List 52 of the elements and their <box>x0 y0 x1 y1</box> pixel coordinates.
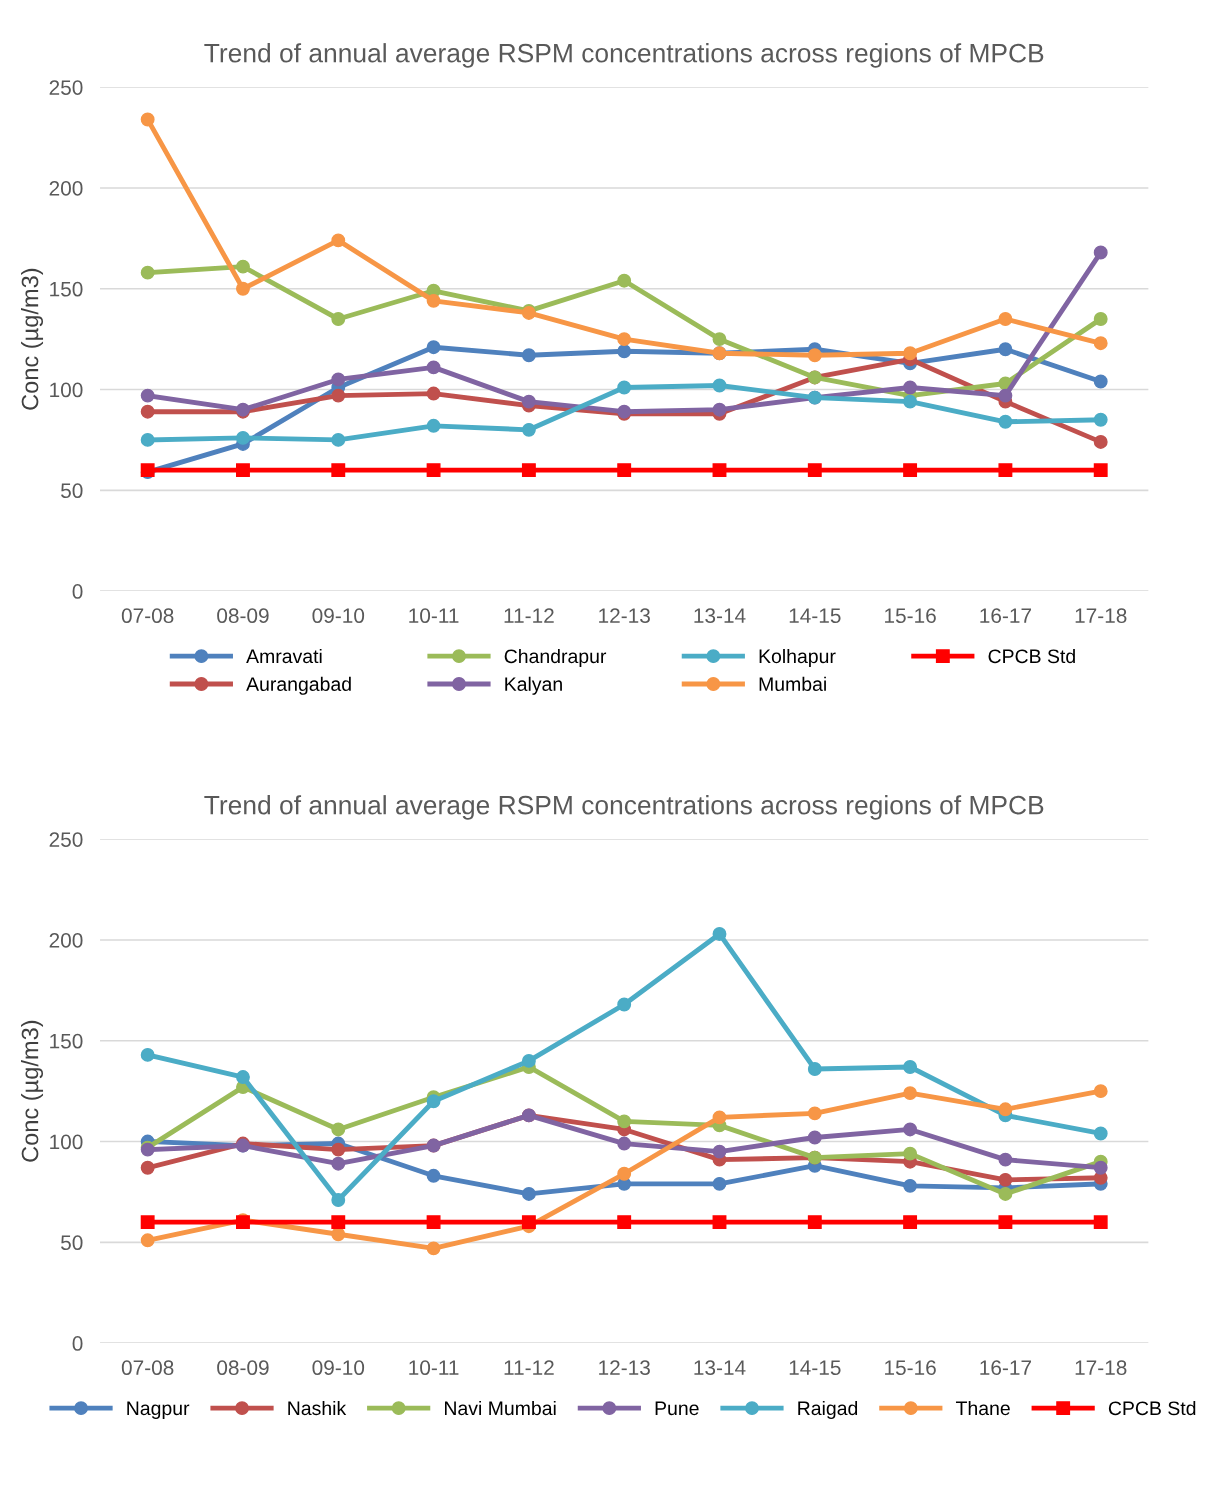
x-tick-label: 13-14 <box>694 1360 746 1376</box>
legend-label: Chandrapur <box>504 648 607 668</box>
chart-title: Trend of annual average RSPM concentrations across regions of MPCB <box>204 795 1044 820</box>
x-tick-label: 12-13 <box>599 608 650 624</box>
y-tick-label: 200 <box>49 933 83 948</box>
x-tick-label: 15-16 <box>885 1360 936 1376</box>
legend-label: Mumbai <box>759 676 826 692</box>
legend-label: Nagpur <box>127 1401 190 1420</box>
legend-label: Thane <box>955 1400 1010 1416</box>
x-tick-label: 14-15 <box>789 1360 841 1376</box>
x-tick-label: 17-18 <box>1075 608 1127 624</box>
y-tick-label: 250 <box>49 80 83 95</box>
legend-label: Aurangabad <box>246 676 351 695</box>
x-tick-label: 17-18 <box>1075 1360 1127 1376</box>
x-tick-label: 12-13 <box>599 1360 650 1376</box>
x-tick-label: 08-09 <box>217 1360 269 1376</box>
y-tick-label: 0 <box>72 584 83 599</box>
legend-label: CPCB Std <box>1108 1400 1196 1416</box>
y-axis-title: Conc (µg/m3) <box>21 1020 44 1162</box>
legend-label: CPCB Std <box>988 648 1075 664</box>
x-tick-label: 15-16 <box>885 608 936 624</box>
x-tick-label: 11-12 <box>504 1360 554 1375</box>
y-tick-label: 50 <box>61 1235 83 1251</box>
y-tick-label: 200 <box>49 181 83 196</box>
x-tick-label: 09-10 <box>312 608 365 624</box>
chart-title: Trend of annual average RSPM concentrations across regions of MPCB <box>204 43 1044 68</box>
legend-label: Navi Mumbai <box>445 1400 556 1416</box>
x-tick-label: 10-11 <box>409 608 459 624</box>
legend-label: Nashik <box>288 1400 347 1416</box>
x-tick-label: 16-17 <box>980 1360 1032 1376</box>
y-tick-label: 0 <box>72 1336 83 1351</box>
legend-label: Pune <box>655 1401 699 1416</box>
x-tick-label: 08-09 <box>217 608 269 624</box>
legend-label: Raigad <box>798 1400 858 1420</box>
x-tick-label: 13-14 <box>694 608 746 624</box>
x-tick-label: 07-08 <box>121 608 174 624</box>
y-axis-title: Conc (µg/m3) <box>21 268 44 410</box>
y-tick-label: 150 <box>50 1033 83 1049</box>
y-tick-label: 100 <box>50 382 83 398</box>
legend-label: Kolhapur <box>759 648 836 668</box>
legend-label: Kalyan <box>505 676 562 695</box>
y-tick-label: 250 <box>49 832 83 847</box>
x-tick-label: 14-15 <box>789 608 841 624</box>
y-tick-label: 50 <box>61 483 83 499</box>
x-tick-label: 07-08 <box>121 1360 174 1376</box>
x-tick-label: 16-17 <box>980 608 1032 624</box>
y-tick-label: 150 <box>50 281 83 297</box>
legend-label: Amravati <box>246 648 322 664</box>
x-tick-label: 11-12 <box>504 608 554 623</box>
x-tick-label: 09-10 <box>312 1360 365 1376</box>
y-tick-label: 100 <box>50 1134 83 1150</box>
x-tick-label: 10-11 <box>409 1360 459 1376</box>
